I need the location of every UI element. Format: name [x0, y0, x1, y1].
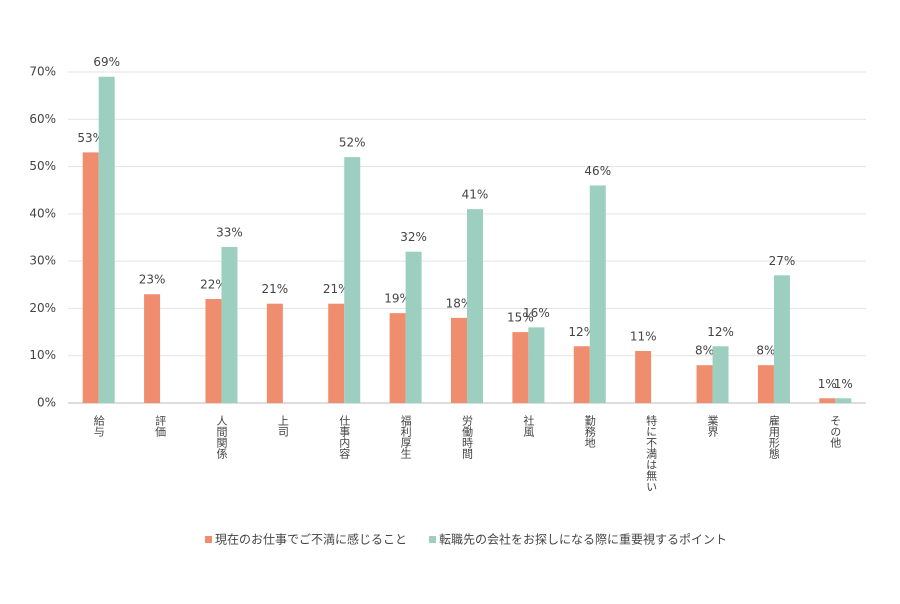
x-tick-label: 福利厚生 — [399, 414, 412, 459]
value-label: 69% — [93, 55, 120, 69]
value-label: 11% — [630, 329, 657, 343]
value-label: 27% — [769, 254, 796, 268]
bar — [389, 313, 406, 403]
value-label: 1% — [818, 377, 837, 391]
x-tick-label: 評価 — [154, 414, 167, 437]
bar — [757, 365, 774, 403]
legend-swatch — [429, 536, 437, 543]
y-tick-label: 50% — [29, 159, 56, 173]
bar — [328, 303, 345, 403]
value-label: 23% — [139, 273, 166, 287]
bar — [835, 398, 852, 403]
bar — [773, 275, 790, 403]
value-label: 41% — [462, 188, 489, 202]
bar — [451, 317, 467, 403]
value-label: 52% — [339, 136, 366, 150]
bar — [712, 346, 729, 403]
value-label: 46% — [584, 164, 611, 178]
bar — [98, 76, 115, 403]
y-tick-label: 30% — [29, 254, 56, 268]
y-tick-label: 70% — [29, 65, 56, 79]
bar — [696, 365, 713, 403]
bar — [344, 157, 361, 403]
bar — [82, 152, 99, 403]
x-tick-label: 仕事内容 — [338, 415, 351, 460]
y-tick-label: 20% — [29, 301, 56, 315]
x-tick-label: 雇用形態 — [767, 414, 780, 459]
x-tick-label: 業界 — [706, 415, 719, 438]
x-tick-label: 社風 — [522, 414, 535, 438]
value-label: 21% — [262, 282, 289, 296]
bar — [528, 327, 545, 403]
value-label: 8% — [695, 344, 714, 358]
x-tick-label: その他 — [829, 415, 842, 448]
legend-label: 転職先の会社をお探しになる際に重要視するポイント — [439, 532, 727, 547]
bar — [589, 185, 606, 403]
bar — [205, 298, 222, 403]
bar — [266, 303, 283, 403]
x-tick-label: 勤務地 — [583, 415, 596, 448]
value-label: 32% — [400, 230, 427, 244]
value-label: 12% — [568, 325, 595, 339]
bar — [635, 350, 652, 403]
bar — [573, 346, 590, 403]
y-tick-label: 40% — [29, 206, 56, 220]
value-label: 33% — [216, 225, 243, 239]
x-tick-label: 労働時間 — [461, 414, 474, 460]
value-label: 22% — [200, 277, 227, 291]
bar — [819, 398, 836, 403]
value-label: 18% — [446, 296, 473, 310]
x-tick-label: 給与 — [92, 414, 105, 437]
bar — [467, 209, 483, 403]
value-label: 19% — [384, 292, 411, 306]
x-tick-label: 特に不満は無い — [645, 414, 658, 492]
x-tick-label: 人間関係 — [215, 415, 228, 460]
legend-swatch — [205, 536, 212, 543]
value-label: 21% — [323, 282, 350, 296]
bar — [221, 246, 238, 403]
x-tick-label: 上司 — [276, 415, 289, 437]
value-label: 12% — [707, 325, 734, 339]
value-label: 15% — [507, 311, 534, 325]
y-tick-label: 10% — [29, 348, 56, 362]
value-label: 53% — [77, 131, 104, 145]
y-tick-label: 60% — [29, 112, 56, 126]
value-label: 8% — [756, 344, 775, 358]
value-label: 16% — [523, 306, 550, 320]
value-label: 1% — [834, 377, 853, 391]
legend-label: 現在のお仕事でご不満に感じること — [215, 532, 407, 547]
bar — [405, 251, 422, 403]
bar — [512, 332, 529, 403]
bar — [144, 294, 161, 403]
y-tick-label: 0% — [37, 396, 56, 410]
